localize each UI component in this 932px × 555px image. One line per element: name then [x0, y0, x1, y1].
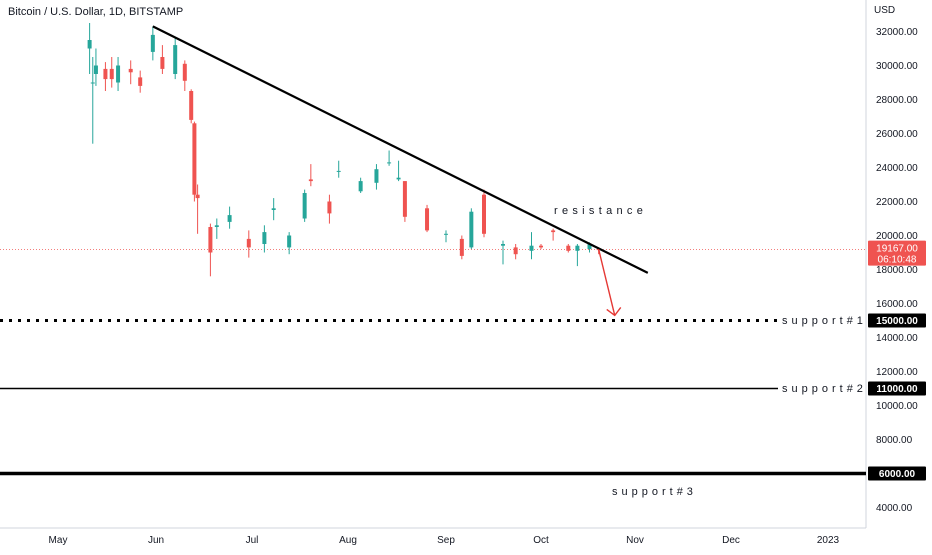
candle-body [551, 230, 556, 233]
candle-body [262, 232, 267, 244]
candle-body [469, 211, 474, 248]
y-tick-label: 20000.00 [876, 231, 918, 242]
y-tick-label: 10000.00 [876, 401, 918, 412]
support-value-tag-1 [868, 313, 926, 328]
candle-body [182, 63, 187, 81]
resistance-trendline [152, 25, 649, 274]
candle-body [208, 227, 213, 253]
current-price-tag [868, 240, 926, 266]
candle-body [109, 68, 114, 80]
candle-body [529, 245, 534, 251]
candle-body [336, 170, 341, 172]
candle-body [402, 181, 407, 217]
y-tick-label: 16000.00 [876, 299, 918, 310]
support-label-3: support#3 [612, 486, 697, 498]
candle-body [482, 194, 486, 234]
support-value-label-1: 15000.00 [876, 316, 918, 327]
y-tick-label: 28000.00 [876, 95, 918, 106]
support-label-2: support#2 [782, 383, 867, 395]
y-tick-label: 26000.00 [876, 129, 918, 140]
candle-body [150, 34, 155, 52]
candle-body [103, 68, 108, 80]
candle-body [90, 82, 95, 84]
x-tick-label: May [49, 535, 68, 546]
support-value-tag-2 [868, 381, 926, 396]
candle-body [246, 238, 251, 248]
chart-title: Bitcoin / U.S. Dollar, 1D, BITSTAMP [8, 6, 184, 18]
candle-body [287, 235, 292, 248]
candle-body [128, 68, 133, 73]
candle-body [93, 65, 98, 74]
y-tick-label: 22000.00 [876, 197, 918, 208]
forecast-arrow-head [606, 306, 622, 317]
support-value-label-3: 6000.00 [879, 469, 916, 480]
x-tick-label: Jul [246, 535, 259, 546]
currency-label: USD [874, 5, 896, 16]
candle-body [566, 245, 571, 251]
y-tick-label: 12000.00 [876, 367, 918, 378]
support-label-1: support#1 [782, 315, 867, 327]
forecast-arrow-shaft [597, 248, 616, 316]
candle-body [192, 123, 197, 195]
candle-body [444, 233, 448, 235]
candle-body [459, 238, 464, 256]
candle-body [87, 40, 92, 49]
candle-body [587, 244, 592, 250]
candle-body [374, 169, 379, 183]
candle-body [358, 181, 363, 192]
y-tick-label: 14000.00 [876, 333, 918, 344]
y-tick-label: 18000.00 [876, 265, 918, 276]
candle-body [539, 245, 543, 248]
candle-body [173, 45, 178, 74]
candle-body [189, 91, 194, 120]
candle-body [214, 225, 219, 227]
x-tick-label: Dec [722, 535, 740, 546]
candle-body [308, 179, 313, 182]
support-value-label-2: 11000.00 [876, 384, 918, 395]
resistance-label: resistance [554, 205, 647, 217]
y-tick-label: 4000.00 [876, 503, 913, 514]
x-tick-label: Nov [626, 535, 644, 546]
candle-body [327, 201, 332, 214]
x-tick-label: Jun [148, 535, 164, 546]
candle-body [513, 247, 518, 255]
x-tick-label: Oct [533, 535, 549, 546]
y-tick-label: 8000.00 [876, 435, 913, 446]
candle-body [425, 208, 430, 231]
x-tick-label: Sep [437, 535, 455, 546]
candle-body [271, 208, 276, 210]
candle-body [387, 162, 392, 164]
candle-body [116, 65, 121, 83]
candle-body [501, 244, 505, 246]
candle-body [160, 57, 165, 69]
candle-body [195, 194, 200, 199]
candle-body [227, 215, 232, 222]
countdown-label: 06:10:48 [878, 255, 917, 266]
current-price-label: 19167.00 [876, 244, 918, 255]
candle-body [302, 193, 307, 219]
support-value-tag-3 [868, 466, 926, 481]
candle-body [396, 177, 401, 180]
candle-body [575, 245, 580, 251]
y-tick-label: 30000.00 [876, 61, 918, 72]
x-tick-label: Aug [339, 535, 357, 546]
y-tick-label: 32000.00 [876, 27, 918, 38]
candle-body [138, 77, 143, 86]
x-tick-label: 2023 [817, 535, 840, 546]
y-tick-label: 24000.00 [876, 163, 918, 174]
